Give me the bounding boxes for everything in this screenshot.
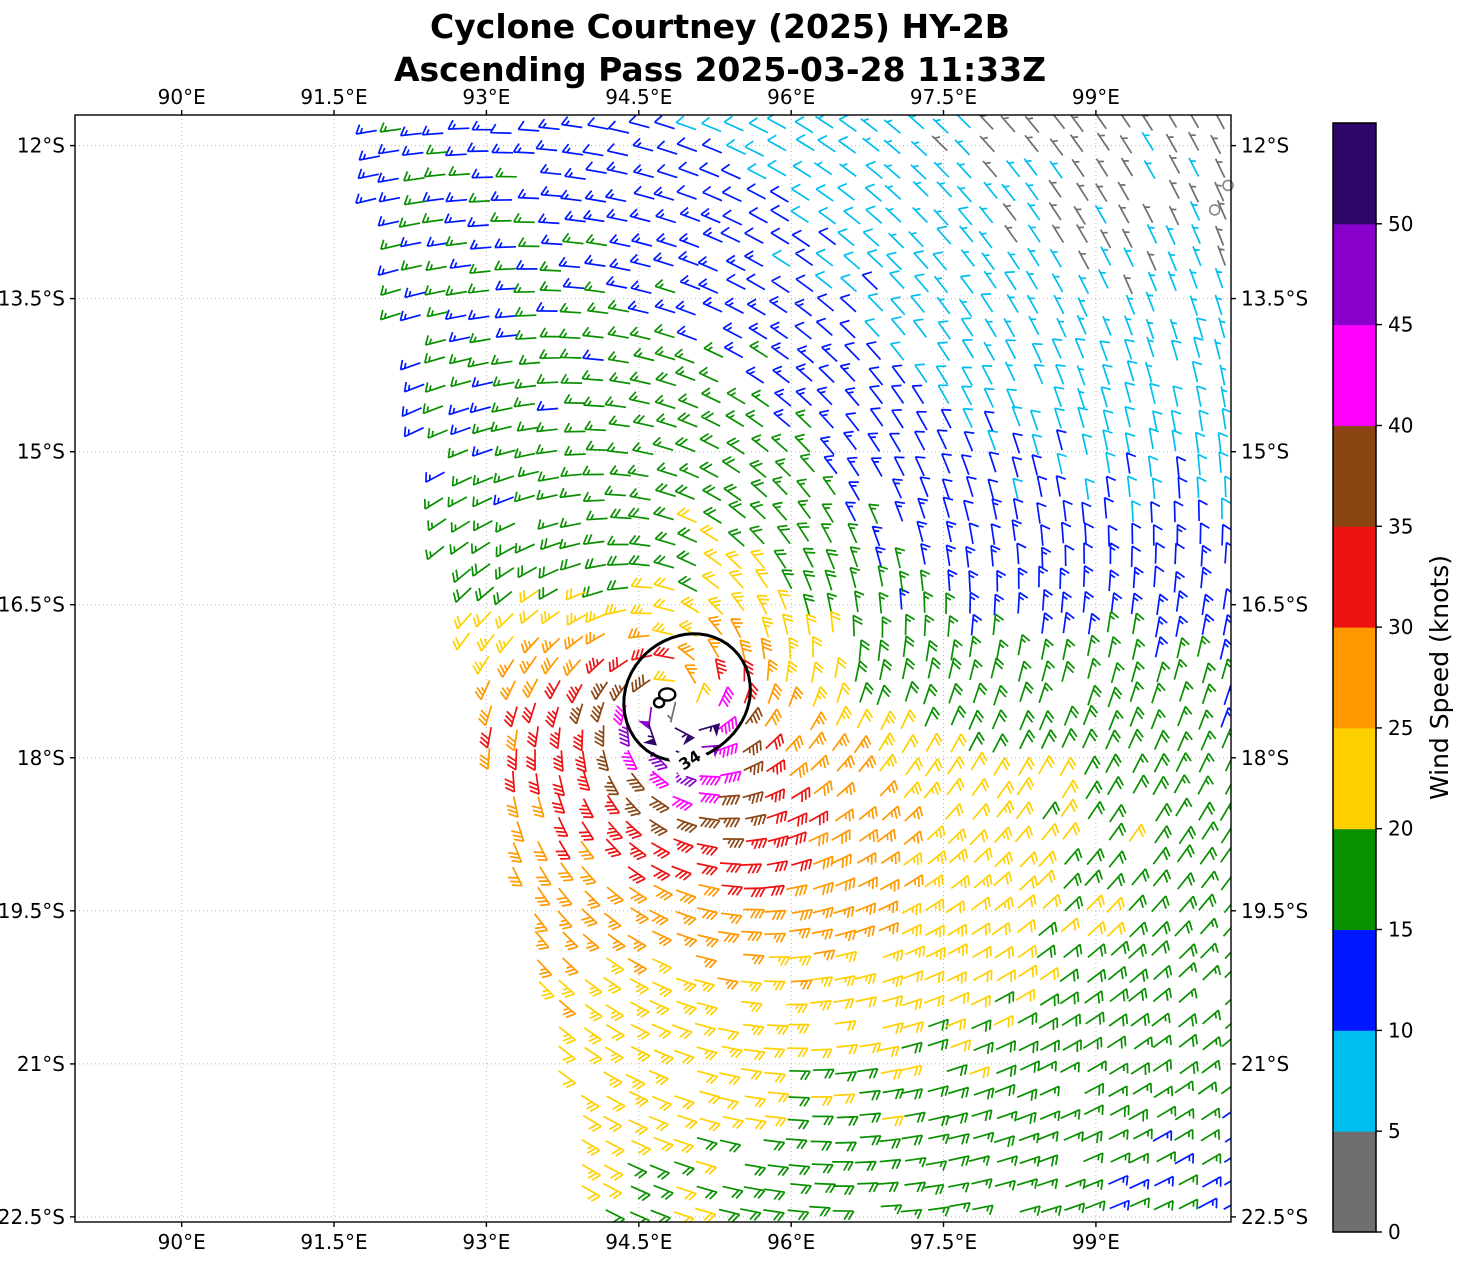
contour-34kt	[622, 632, 752, 763]
axis-ticks	[70, 110, 1236, 1227]
wind-barbs-bin-5-10	[675, 115, 1231, 522]
x-tick-label-top: 97.5°E	[910, 85, 977, 109]
colorbar-segment	[1333, 1030, 1376, 1132]
y-tick-label-left: 15°S	[17, 440, 65, 464]
colorbar-tick-label: 45	[1388, 313, 1413, 337]
colorbar-tick-label: 5	[1388, 1119, 1401, 1143]
y-tick-label-right: 22.5°S	[1241, 1205, 1308, 1229]
x-tick-label-top: 99°E	[1072, 85, 1120, 109]
eye-contour	[657, 687, 677, 702]
x-tick-label-top: 93°E	[462, 85, 510, 109]
quality-flag-markers	[1208, 179, 1234, 216]
colorbar-segment	[1333, 1131, 1376, 1233]
gridlines	[75, 115, 1231, 1222]
x-tick-label-top: 94.5°E	[605, 85, 672, 109]
colorbar-tick-label: 0	[1388, 1220, 1401, 1244]
y-tick-label-right: 19.5°S	[1241, 899, 1308, 923]
quality-flag-circle-icon	[1222, 179, 1234, 192]
y-tick-label-left: 16.5°S	[0, 593, 65, 617]
colorbar-axis-label: Wind Speed (knots)	[1425, 555, 1454, 800]
y-tick-label-right: 13.5°S	[1241, 287, 1308, 311]
y-tick-label-left: 22.5°S	[0, 1205, 65, 1229]
x-tick-label-bottom: 90°E	[158, 1230, 206, 1254]
figure-title: Cyclone Courtney (2025) HY-2B Ascending …	[0, 6, 1440, 92]
colorbar-tick-label: 10	[1388, 1018, 1413, 1042]
colorbar-tick-label: 50	[1388, 212, 1413, 236]
colorbar-tick-label: 30	[1388, 615, 1413, 639]
wind-barbs-bin-35-40	[568, 674, 767, 849]
colorbar-segment	[1333, 123, 1376, 225]
colorbar-segment	[1333, 324, 1376, 426]
y-tick-label-right: 12°S	[1241, 134, 1289, 158]
colorbar-segment	[1333, 526, 1376, 628]
wind-barbs-bin-40-45	[612, 686, 742, 812]
y-tick-label-right: 21°S	[1241, 1052, 1289, 1076]
colorbar-segment	[1333, 929, 1376, 1031]
y-tick-label-left: 13.5°S	[0, 287, 65, 311]
x-tick-label-bottom: 93°E	[462, 1230, 510, 1254]
title-line-1: Cyclone Courtney (2025) HY-2B	[430, 7, 1010, 46]
wind-barbs-bin-10-15	[355, 115, 1231, 1211]
y-tick-label-right: 18°S	[1241, 746, 1289, 770]
colorbar: 0 5 10 15 20 25 30 35 40 45 50 Wind Speed (knots)	[1332, 122, 1454, 1244]
x-tick-label-bottom: 94.5°E	[605, 1230, 672, 1254]
y-tick-label-right: 16.5°S	[1241, 593, 1308, 617]
wind-barbs-bin-45-50	[618, 706, 721, 788]
y-tick-label-left: 21°S	[17, 1052, 65, 1076]
colorbar-segment	[1333, 223, 1376, 326]
wind-barbs-bin-25-30	[474, 615, 924, 1019]
colorbar-segment	[1333, 828, 1376, 930]
wind-barbs-bin-0-5	[666, 115, 1227, 723]
colorbar-tick-label: 25	[1388, 716, 1413, 740]
colorbar-frame	[1332, 122, 1377, 1233]
x-tick-label-top: 96°E	[767, 85, 815, 109]
x-tick-label-bottom: 97.5°E	[910, 1230, 977, 1254]
colorbar-segment	[1333, 425, 1376, 527]
eye-contour	[652, 696, 666, 709]
x-tick-label-top: 90°E	[158, 85, 206, 109]
colorbar-tick-label: 35	[1388, 514, 1413, 538]
x-tick-label-top: 91.5°E	[300, 85, 367, 109]
title-line-2: Ascending Pass 2025-03-28 11:33Z	[393, 49, 1047, 89]
quality-flag-circle-icon	[1208, 204, 1221, 216]
y-tick-label-right: 15°S	[1241, 440, 1289, 464]
colorbar-tick-label: 40	[1388, 414, 1413, 438]
colorbar-segment	[1333, 727, 1376, 830]
colorbar-tick-label: 15	[1388, 918, 1413, 942]
colorbar-tick-label: 20	[1388, 817, 1413, 841]
wind-barbs-bin-20-25	[452, 507, 1147, 1222]
y-tick-label-left: 18°S	[17, 746, 65, 770]
plot-frame	[74, 114, 1232, 1223]
wind-barb-field	[355, 115, 1231, 1222]
wind-barbs-bin-30-35	[479, 646, 829, 898]
x-tick-label-bottom: 99°E	[1072, 1230, 1120, 1254]
y-tick-label-left: 12°S	[17, 134, 65, 158]
contour-label-box	[668, 740, 711, 780]
x-tick-label-bottom: 91.5°E	[300, 1230, 367, 1254]
y-tick-label-left: 19.5°S	[0, 899, 65, 923]
axis-tick-labels: 90°E 90°E 91.5°E 91.5°E 93°E 93°E 94.5°E 94.5°E…	[0, 85, 1308, 1254]
x-tick-label-bottom: 96°E	[767, 1230, 815, 1254]
wind-barbs-bin-15-20	[379, 122, 1231, 1222]
colorbar-segment	[1333, 627, 1376, 729]
